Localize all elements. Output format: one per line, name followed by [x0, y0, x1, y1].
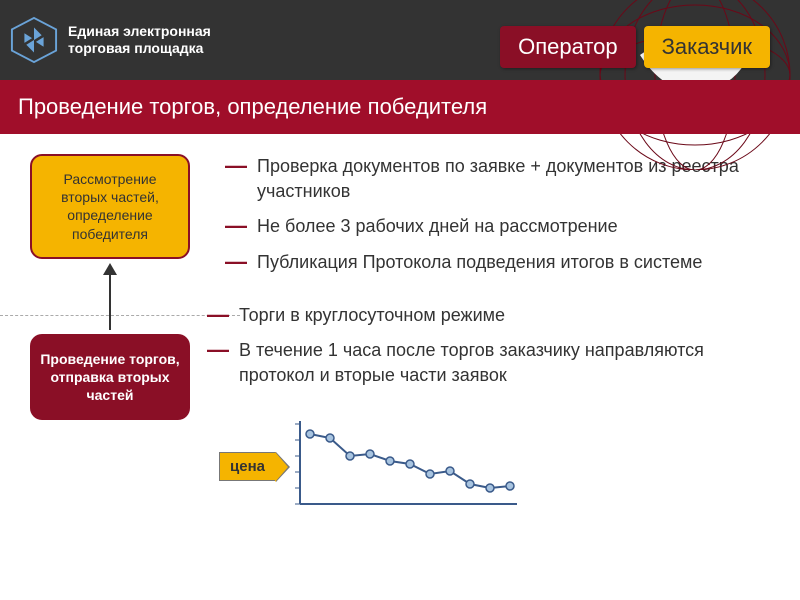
step-box-review: Рассмотрение вторых частей, определение …	[30, 154, 190, 259]
dash-icon: —	[225, 214, 245, 238]
operator-badge: Оператор	[500, 26, 636, 68]
bullet-text: Не более 3 рабочих дней на рассмотрение	[257, 214, 618, 239]
price-label: цена	[219, 452, 276, 481]
bullet-text: Проверка документов по заявке + документ…	[257, 154, 770, 204]
logo-text: Единая электронная торговая площадка	[68, 23, 211, 57]
header: Единая электронная торговая площадка Опе…	[0, 0, 800, 80]
bullet-text: Публикация Протокола подведения итогов в…	[257, 250, 702, 275]
left-column: Рассмотрение вторых частей, определение …	[30, 154, 205, 516]
bullet-text: В течение 1 часа после торгов заказчику …	[239, 338, 770, 388]
step-box-auction: Проведение торгов, отправка вторых часте…	[30, 334, 190, 421]
bullet-item: — Проверка документов по заявке + докумен…	[225, 154, 770, 204]
bullet-group-top: — Проверка документов по заявке + докумен…	[225, 154, 770, 275]
logo-icon	[10, 16, 58, 64]
logo: Единая электронная торговая площадка	[10, 16, 211, 64]
bullet-item: — Публикация Протокола подведения итогов …	[225, 250, 770, 275]
price-chart-area: цена	[219, 416, 770, 516]
price-line-chart	[282, 416, 522, 516]
bullet-item: — В течение 1 часа после торгов заказчику…	[207, 338, 770, 388]
bullet-text: Торги в круглосуточном режиме	[239, 303, 505, 328]
content: Рассмотрение вторых частей, определение …	[0, 134, 800, 526]
dash-icon: —	[225, 154, 245, 178]
dash-icon: —	[207, 303, 227, 327]
arrow-up-icon	[30, 259, 190, 334]
customer-badge: Заказчик	[644, 26, 770, 68]
dash-icon: —	[207, 338, 227, 362]
page-title: Проведение торгов, определение победител…	[0, 80, 800, 134]
role-badges: Оператор Заказчик	[500, 26, 770, 68]
bullet-group-bottom: — Торги в круглосуточном режиме — В течени…	[207, 303, 770, 389]
bullet-item: — Не более 3 рабочих дней на рассмотрение	[225, 214, 770, 239]
right-column: — Проверка документов по заявке + докумен…	[225, 154, 770, 516]
bullet-item: — Торги в круглосуточном режиме	[207, 303, 770, 328]
logo-line1: Единая электронная	[68, 23, 211, 40]
dash-icon: —	[225, 250, 245, 274]
logo-line2: торговая площадка	[68, 40, 211, 57]
